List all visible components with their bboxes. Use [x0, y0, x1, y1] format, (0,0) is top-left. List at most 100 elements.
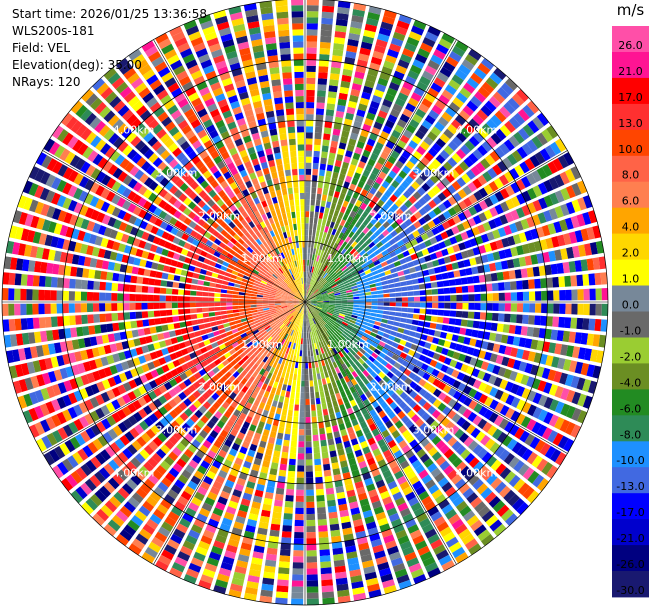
ray-gate	[365, 164, 373, 172]
ray-gate	[337, 372, 344, 380]
ray-gate	[355, 375, 362, 383]
ray-gate	[184, 433, 194, 443]
ray-gate	[289, 316, 295, 322]
ray-gate	[516, 89, 529, 102]
ray-gate	[403, 368, 412, 377]
ray-gate	[318, 262, 322, 269]
ray-gate	[378, 410, 387, 419]
ray-gate	[548, 250, 557, 262]
ray-gate	[294, 404, 299, 411]
ray-gate	[178, 401, 188, 411]
ray-gate	[380, 322, 387, 328]
ray-gate	[478, 321, 486, 330]
ray-gate	[156, 503, 169, 515]
ray-gate	[100, 271, 108, 280]
ray-gate	[447, 387, 457, 397]
ray-gate	[337, 336, 344, 343]
ray-gate	[536, 167, 548, 180]
ray-gate	[383, 302, 390, 306]
ray-gate	[148, 390, 157, 401]
ray-gate	[447, 184, 457, 195]
ray-gate	[333, 258, 340, 265]
ray-gate	[220, 310, 228, 315]
ray-gate	[313, 223, 317, 231]
ray-gate	[324, 338, 329, 346]
ray-gate	[255, 452, 264, 460]
ray-gate	[246, 341, 253, 348]
ray-gate	[560, 344, 569, 356]
ray-gate	[394, 282, 401, 288]
ray-gate	[296, 306, 301, 311]
ray-gate	[243, 530, 255, 539]
ray-gate	[62, 394, 72, 407]
ray-gate	[350, 340, 357, 347]
ray-gate	[506, 438, 518, 451]
ray-gate	[371, 428, 380, 437]
ray-gate	[428, 329, 436, 336]
ray-gate	[374, 229, 382, 237]
ray-gate	[306, 290, 309, 297]
ray-gate	[176, 523, 189, 534]
ray-gate	[62, 303, 69, 314]
ray-gate	[327, 499, 336, 507]
ray-gate	[432, 399, 442, 408]
ray-gate	[522, 279, 529, 290]
ray-gate	[305, 296, 307, 301]
ray-gate	[290, 342, 294, 349]
ray-gate	[319, 354, 324, 361]
ray-gate	[301, 362, 305, 369]
ray-gate	[360, 440, 369, 449]
ray-gate	[350, 21, 363, 29]
ray-gate	[348, 358, 355, 366]
ray-gate	[501, 82, 514, 96]
ray-gate	[348, 138, 357, 147]
ray-gate	[493, 216, 503, 227]
ray-gate	[306, 299, 311, 302]
ray-gate	[468, 400, 478, 410]
ray-gate	[508, 270, 516, 280]
ray-gate	[190, 308, 197, 314]
ray-gate	[147, 294, 154, 302]
ray-gate	[343, 338, 350, 345]
ray-gate	[511, 441, 523, 454]
ray-gate	[168, 388, 177, 398]
ray-gate	[434, 170, 444, 180]
ray-gate	[342, 200, 349, 208]
ray-gate	[308, 313, 311, 320]
ray-gate	[128, 543, 142, 556]
ray-gate	[306, 0, 319, 6]
ray-gate	[232, 294, 239, 299]
ray-gate	[470, 72, 483, 85]
ray-gate	[401, 263, 409, 270]
ray-gate	[407, 409, 416, 419]
ray-gate	[260, 509, 271, 518]
ray-gate	[196, 419, 206, 429]
ray-gate	[24, 244, 32, 257]
ray-gate	[383, 60, 395, 70]
ray-gate	[242, 275, 250, 280]
ray-gate	[460, 231, 469, 241]
ray-gate	[155, 228, 165, 237]
ray-gate	[490, 322, 498, 332]
ray-gate	[351, 513, 362, 521]
ray-gate	[251, 418, 259, 427]
ray-gate	[401, 444, 411, 454]
ray-gate	[461, 533, 475, 545]
ray-gate	[564, 275, 572, 287]
ray-gate	[240, 318, 248, 323]
ray-gate	[333, 122, 342, 130]
ray-gate	[405, 242, 413, 250]
ray-gate	[331, 215, 338, 223]
ray-gate	[332, 313, 339, 317]
ray-gate	[345, 236, 351, 243]
ray-gate	[287, 328, 292, 335]
ray-gate	[249, 443, 258, 452]
ray-gate	[51, 208, 62, 220]
ray-gate	[307, 300, 311, 302]
ray-gate	[423, 321, 431, 328]
ray-gate	[419, 75, 431, 87]
ray-gate	[435, 549, 449, 561]
ray-gate	[157, 333, 165, 341]
ray-gate	[310, 279, 314, 285]
ray-gate	[256, 407, 264, 415]
